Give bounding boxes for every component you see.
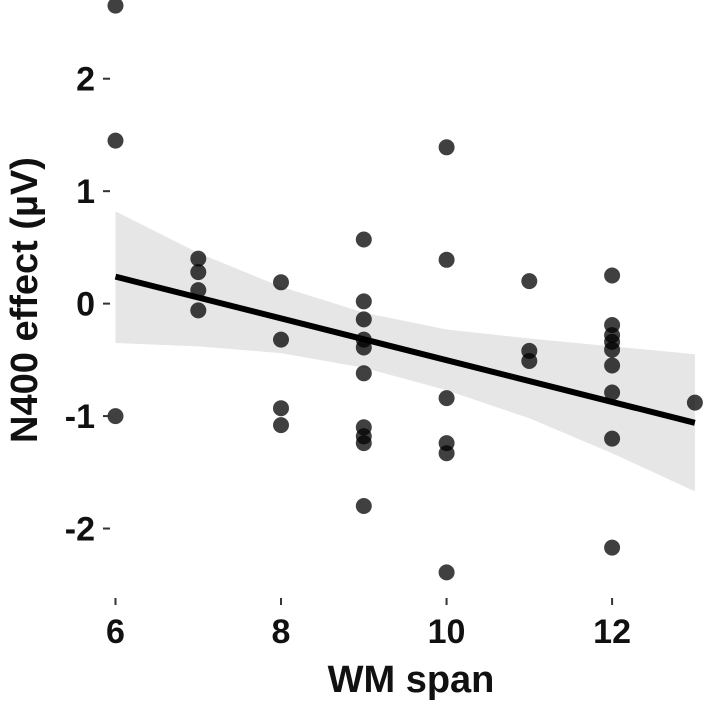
data-point — [604, 384, 621, 401]
y-axis: -2 -1 0 1 2 — [65, 61, 110, 549]
x-tick-label: 6 — [106, 613, 125, 651]
data-point — [604, 341, 621, 358]
data-point — [604, 267, 621, 284]
y-tick-label: -2 — [65, 511, 95, 549]
data-point — [273, 417, 289, 434]
data-point — [355, 311, 372, 328]
data-point — [438, 564, 455, 581]
data-point — [521, 273, 538, 290]
data-point — [190, 264, 207, 281]
regression-line — [114, 273, 696, 426]
y-tick-label: 2 — [76, 61, 95, 99]
y-tick-label: -1 — [65, 398, 95, 436]
data-point — [273, 331, 289, 348]
x-tick-label: 10 — [428, 613, 466, 651]
data-point — [355, 339, 372, 356]
data-point — [107, 408, 124, 425]
data-point — [604, 430, 621, 447]
data-point — [273, 400, 289, 417]
data-point — [438, 139, 455, 156]
data-point — [190, 302, 207, 319]
data-point — [355, 231, 372, 248]
y-tick-label: 0 — [76, 286, 95, 324]
x-tick-label: 12 — [593, 613, 631, 651]
data-point — [521, 353, 538, 369]
data-point — [686, 394, 703, 411]
y-axis-title: N400 effect (µV) — [4, 157, 46, 443]
data-point — [190, 250, 207, 267]
data-point — [604, 357, 621, 374]
x-axis-title: WM span — [328, 659, 495, 701]
data-points-layer — [107, 0, 703, 581]
data-point — [107, 132, 124, 149]
data-point — [355, 365, 372, 382]
data-point — [190, 282, 207, 299]
x-tick-label: 8 — [272, 613, 291, 651]
data-point — [107, 0, 124, 14]
data-point — [355, 293, 372, 310]
y-tick-label: 1 — [76, 173, 95, 211]
data-point — [604, 539, 621, 556]
data-point — [355, 498, 372, 514]
regression-line-layer — [114, 273, 696, 426]
data-point — [438, 445, 455, 462]
data-point — [273, 274, 289, 291]
data-point — [438, 390, 455, 407]
x-axis: 6 8 10 12 — [106, 598, 631, 651]
data-point — [355, 435, 372, 452]
data-point — [438, 251, 455, 268]
